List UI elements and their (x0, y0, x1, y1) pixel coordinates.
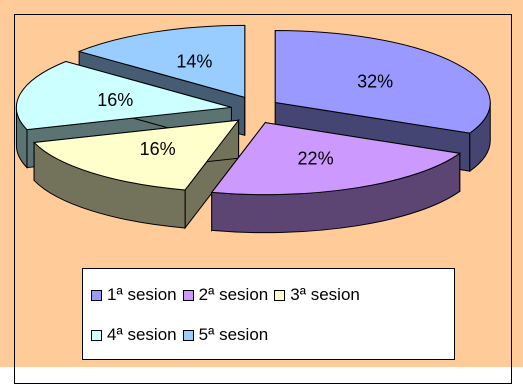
legend-swatch-4 (91, 329, 102, 341)
pie-slice-2: 22% (210, 121, 462, 234)
legend-label-4: 4ª sesion (107, 325, 177, 344)
legend-entry-4: 4ª sesion (91, 325, 177, 345)
legend-row-2: 4ª sesion 5ª sesion (91, 315, 454, 355)
pie-chart: 14% 32% 16% 16% 22% (15, 24, 491, 234)
legend-label-3: 3ª sesion (290, 285, 360, 304)
data-label-2: 22% (298, 148, 334, 168)
legend-row-1: 1ª sesion 2ª sesion 3ª sesion (91, 275, 454, 315)
pie-slice-3-top (33, 119, 240, 191)
legend-entry-1: 1ª sesion (91, 285, 177, 305)
legend-label-1: 1ª sesion (107, 285, 177, 304)
pie-slice-3: 16% (33, 118, 240, 230)
data-label-3: 16% (140, 139, 176, 159)
pie-slice-4-top (15, 60, 232, 131)
data-label-1: 32% (357, 71, 393, 91)
legend-swatch-1 (91, 289, 102, 301)
pie-slice-2-top (210, 122, 462, 196)
legend-swatch-5 (182, 329, 194, 341)
legend-swatch-2 (182, 289, 194, 301)
legend-label-2: 2ª sesion (198, 285, 269, 304)
pie-slice-1-top (274, 29, 491, 134)
legend: 1ª sesion 2ª sesion 3ª sesion 4ª sesion … (82, 268, 455, 360)
legend-entry-3: 3ª sesion (274, 285, 360, 305)
data-label-5: 14% (176, 52, 212, 72)
legend-entry-2: 2ª sesion (182, 285, 269, 305)
legend-entry-5: 5ª sesion (182, 325, 269, 345)
legend-swatch-3 (274, 289, 286, 301)
data-label-4: 16% (97, 90, 133, 110)
legend-label-5: 5ª sesion (198, 325, 269, 344)
pie-slice-5-top (77, 24, 246, 98)
